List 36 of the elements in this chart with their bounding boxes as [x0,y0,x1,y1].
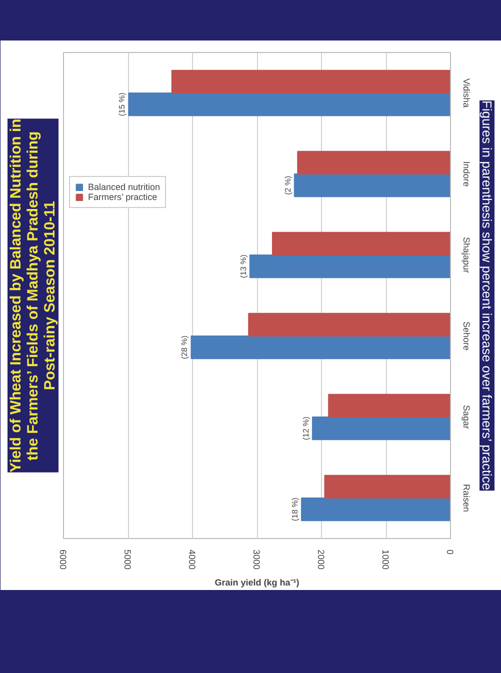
x-tick-label: 6000 [58,550,68,570]
annotation: (28 %) [180,335,190,360]
y-tick-label: Shajapur [462,236,472,274]
bar [328,394,450,418]
annotation: (18 %) [290,497,300,522]
bar [249,254,450,278]
x-tick-label: 2000 [316,550,326,570]
text: Figures in parenthesis show percent increase over farmers’ practice [480,100,494,490]
bar [272,232,450,256]
y-tick-label: Raisen [462,484,472,512]
y-tick-label: Indore [462,161,472,187]
bar [312,416,450,440]
legend-label: Balanced nutrition [88,182,160,192]
bar [171,70,450,94]
text: Yield of Wheat Increased by Balanced Nutrition in the Farmers’ Fields of Madhya Pradesh during Post-rainy Season 2010-11 [8,118,58,472]
y-tick-label: Sagar [462,404,472,430]
annotation: (15 %) [118,92,127,116]
x-tick-label: 3000 [252,550,262,570]
x-tick-label: 0 [445,550,455,555]
x-tick-label: 1000 [380,550,390,570]
annotation: (12 %) [301,416,310,440]
y-tick-label: Sehore [462,321,472,351]
legend-label: Farmers’ practice [88,192,158,202]
x-axis-title: Grain yield (kg ha⁻¹) [214,578,300,588]
annotation: (2 %) [283,175,292,195]
bar [294,174,450,198]
y-tick-label: Vidisha [462,78,472,108]
annotation: (13 %) [238,254,248,278]
bar [128,92,450,116]
bar [297,150,450,174]
bar [248,312,450,336]
x-tick-label: 4000 [187,550,197,570]
bar [324,474,450,498]
bar [301,498,450,522]
bar [190,336,450,360]
x-tick-label: 5000 [122,550,132,570]
